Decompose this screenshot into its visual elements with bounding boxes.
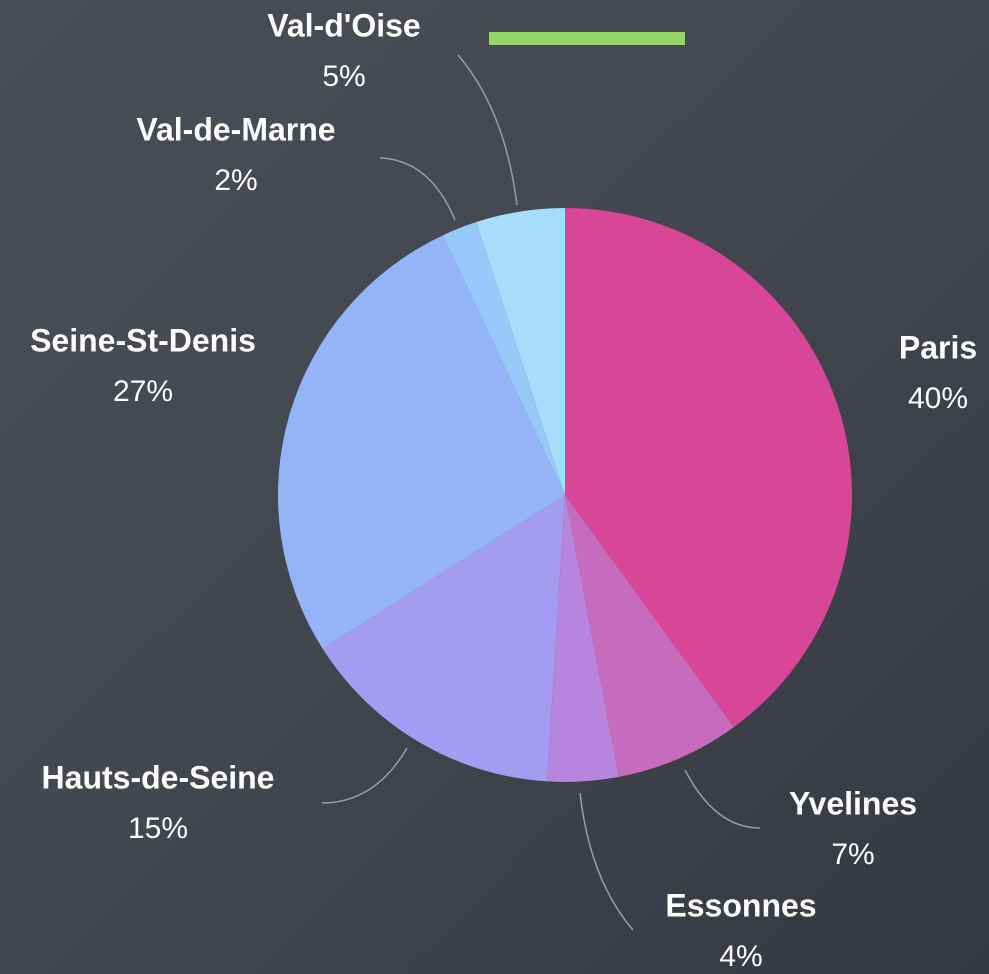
slice-name: Yvelines bbox=[789, 785, 917, 821]
slice-name: Seine-St-Denis bbox=[30, 322, 256, 358]
leader-line bbox=[457, 54, 518, 206]
slice-value: 4% bbox=[719, 940, 762, 973]
slice-value: 15% bbox=[128, 812, 188, 845]
pie-slice bbox=[278, 235, 565, 649]
pie-slice bbox=[442, 222, 565, 495]
pie-slice bbox=[546, 495, 619, 782]
slice-value: 27% bbox=[113, 375, 173, 408]
slice-name: Paris bbox=[899, 329, 977, 365]
leader-line bbox=[684, 769, 761, 829]
slice-value: 2% bbox=[214, 164, 257, 197]
leader-line bbox=[321, 747, 408, 804]
leader-line bbox=[379, 157, 456, 221]
slice-value: 40% bbox=[908, 382, 968, 415]
slice-value: 5% bbox=[322, 60, 365, 93]
accent-bar bbox=[489, 32, 685, 45]
pie-slice bbox=[565, 208, 852, 728]
pie-slice bbox=[565, 495, 734, 777]
slice-name: Val-de-Marne bbox=[136, 111, 335, 147]
slice-name: Val-d'Oise bbox=[267, 7, 420, 43]
slice-name: Hauts-de-Seine bbox=[42, 759, 275, 795]
pie-slice bbox=[476, 208, 565, 495]
slice-name: Essonnes bbox=[665, 887, 816, 923]
leader-line bbox=[579, 792, 634, 931]
pie-slice bbox=[322, 495, 565, 782]
slice-value: 7% bbox=[831, 838, 874, 871]
